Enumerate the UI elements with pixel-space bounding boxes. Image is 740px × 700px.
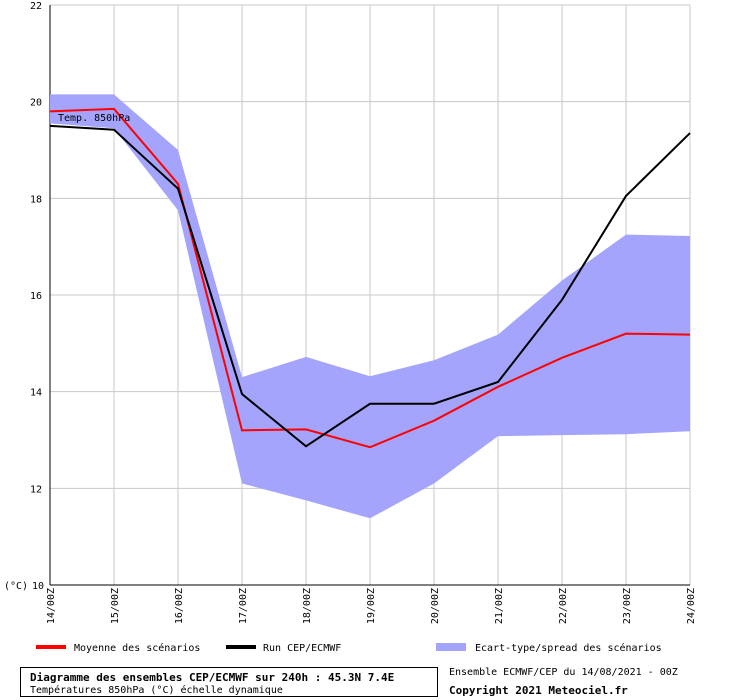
run-line — [49, 124, 691, 448]
y-tick-label: 12 — [30, 484, 42, 495]
legend-run-swatch — [226, 645, 256, 649]
y-tick-label: 20 — [30, 98, 42, 109]
x-tick-label: 14/00Z — [46, 588, 57, 624]
legend-spread-label: Ecart-type/spread des scénarios — [475, 642, 662, 654]
series-label: Temp. 850hPa — [58, 113, 130, 124]
footer-title: Diagramme des ensembles CEP/ECMWF sur 24… — [30, 671, 395, 684]
y-tick-label: 14 — [30, 388, 42, 399]
x-tick-label: 16/00Z — [174, 588, 185, 624]
x-tick-label: 19/00Z — [366, 588, 377, 624]
x-axis-ticks: 14/00Z 15/00Z 16/00Z 17/00Z 18/00Z 19/00Z 20/0… — [46, 588, 697, 624]
y-unit-label: (°C) — [4, 581, 28, 592]
x-tick-label: 17/00Z — [238, 588, 249, 624]
legend-spread-swatch — [436, 643, 466, 651]
legend-mean-swatch — [36, 645, 66, 649]
footer-subtitle: Températures 850hPa (°C) échelle dynamiq… — [30, 685, 283, 696]
y-tick-label: 10 — [32, 581, 44, 592]
y-tick-label: 18 — [30, 194, 42, 205]
mean-line — [49, 107, 691, 449]
legend-run-label: Run CEP/ECMWF — [263, 643, 341, 654]
x-tick-label: 21/00Z — [494, 588, 505, 624]
ensemble-info: Ensemble ECMWF/CEP du 14/08/2021 - 00Z — [449, 667, 678, 678]
x-tick-label: 20/00Z — [430, 588, 441, 624]
ensemble-chart: Temp. 850hPa 10 12 14 16 18 20 22 14/00Z 15/00Z… — [4, 1, 697, 654]
y-tick-label: 16 — [30, 291, 42, 302]
legend-mean-label: Moyenne des scénarios — [74, 642, 200, 654]
footer-box: Diagramme des ensembles CEP/ECMWF sur 24… — [20, 667, 438, 697]
legend: Moyenne des scénarios Run CEP/ECMWF Ecar… — [36, 642, 662, 654]
x-tick-label: 22/00Z — [558, 588, 569, 624]
spread-band — [50, 94, 690, 519]
x-tick-label: 18/00Z — [302, 588, 313, 624]
y-axis-ticks: 10 12 14 16 18 20 22 — [30, 1, 44, 592]
x-tick-label: 23/00Z — [622, 588, 633, 624]
y-tick-label: 22 — [30, 1, 42, 12]
x-tick-label: 24/00Z — [686, 588, 697, 624]
x-tick-label: 15/00Z — [110, 588, 121, 624]
copyright: Copyright 2021 Meteociel.fr — [449, 684, 628, 697]
